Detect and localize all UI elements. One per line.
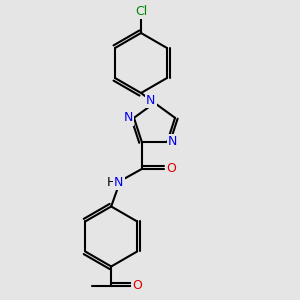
Text: N: N [146,94,156,107]
Text: O: O [132,280,142,292]
Text: O: O [166,163,176,176]
Text: N: N [168,136,177,148]
Text: N: N [124,111,133,124]
Text: N: N [114,176,123,189]
Text: Cl: Cl [135,5,147,18]
Text: H: H [106,176,116,189]
